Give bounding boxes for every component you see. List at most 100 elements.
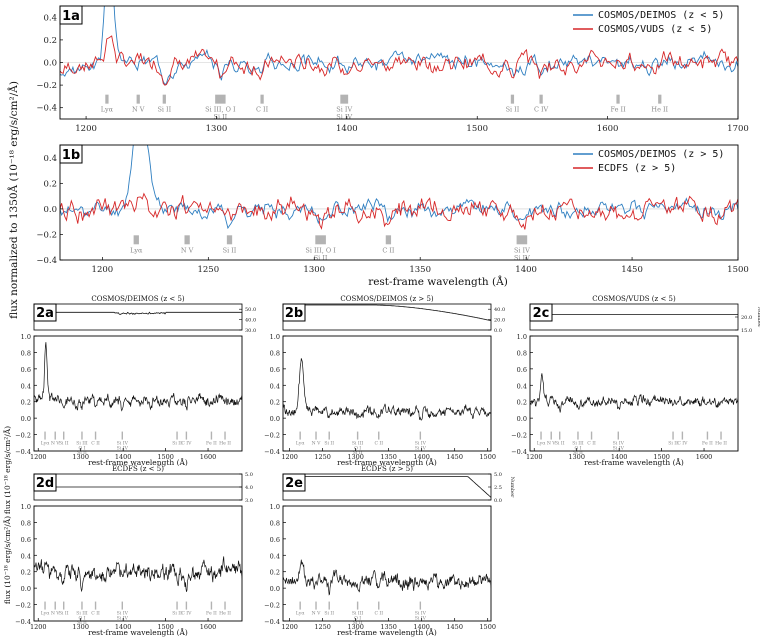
- y-tick-label-2b-1: −0.2: [264, 432, 280, 440]
- line-marker-1b-0: [133, 235, 139, 245]
- line-label-2d-9-0: He II: [219, 611, 231, 617]
- y-tick-label-1b-2: 0.0: [43, 205, 57, 215]
- x-tick-label-2b-6: 1500: [479, 453, 496, 461]
- line-marker-2a-8: [210, 431, 213, 440]
- count-tick-label-2d-0: 3.0: [245, 498, 253, 504]
- count-strip-2d: 3.0 4.0 5.0 ECDFS (z < 5): [33, 465, 253, 504]
- y-tick-label-2d-0: −0.4: [15, 618, 31, 626]
- y-tick-label-2c-2: 0.0: [517, 415, 527, 423]
- count-strip-2b: 0.0 20.0 40.0 COSMOS/DEIMOS (z > 5): [282, 295, 505, 334]
- x-tick-label-2e-5: 1450: [446, 623, 463, 631]
- panel-title-2c: COSMOS/VUDS (z < 5): [592, 295, 676, 303]
- series-line-2b-0: [283, 358, 491, 421]
- line-marker-1b-5: [516, 235, 528, 245]
- line-marker-2c-4: [590, 431, 593, 440]
- series-line-1a-1: [60, 35, 738, 86]
- axes-frame: [282, 335, 492, 452]
- line-marker-2a-0: [44, 431, 46, 440]
- line-label-1a-8-0: Fe II: [610, 106, 626, 114]
- line-label-2a-5-1: Si IV: [117, 445, 129, 451]
- count-tick-label-2c-0: 15.0: [741, 328, 752, 334]
- line-marker-2e-0: [299, 601, 301, 610]
- x-tick-label-2b-0: 1200: [281, 453, 298, 461]
- line-marker-2d-3: [81, 601, 83, 610]
- line-label-2e-2-0: Si II: [324, 611, 334, 617]
- count-tick-label-2a-2: 50.0: [245, 307, 256, 313]
- x-tick-label-1b-6: 1500: [727, 265, 749, 275]
- series-line-2a-0: [34, 342, 242, 412]
- x-tick-label-2e-2: 1300: [347, 623, 364, 631]
- line-marker-1a-7: [539, 94, 543, 104]
- count-tick-label-2e-2: 5.0: [494, 472, 502, 478]
- line-label-2d-5-0: Si IV: [117, 611, 129, 617]
- x-tick-label-2e-0: 1200: [281, 623, 298, 631]
- line-marker-2a-6: [176, 431, 178, 440]
- axes-frame: [282, 505, 492, 622]
- legend-entry-1b-1: ECDFS (z > 5): [598, 163, 676, 174]
- line-label-2d-3-0: Si III: [76, 611, 88, 617]
- line-marker-2b-4: [378, 431, 380, 440]
- x-tick-label-2e-4: 1400: [413, 623, 430, 631]
- y-tick-label-2a-2: 0.0: [21, 415, 31, 423]
- series-line-2e-0: [283, 559, 491, 596]
- y-tick-label-2b-0: −0.4: [264, 448, 280, 456]
- panel-title-2b: COSMOS/DEIMOS (z > 5): [340, 295, 434, 303]
- line-label-2b-3-1: O I: [354, 445, 361, 451]
- line-label-2c-1-0: N V: [547, 441, 556, 447]
- y-tick-label-1a-4: 0.4: [43, 13, 57, 23]
- x-tick-label-1b-3: 1350: [409, 265, 431, 275]
- line-label-2c-8-0: Fe II: [702, 441, 713, 447]
- y-tick-label-2d-6: 0.8: [21, 519, 31, 527]
- count-tick-label-2b-1: 20.0: [494, 318, 505, 324]
- x-tick-label-1b-2: 1300: [303, 265, 325, 275]
- line-label-1b-3-1: Si II: [314, 254, 328, 262]
- y-tick-label-1b-0: −0.4: [36, 256, 57, 266]
- count-tick-label-2e-0: 0.0: [494, 498, 502, 504]
- line-label-2e-3-2: Si II: [353, 620, 363, 626]
- count-tick-label-2b-2: 40.0: [494, 307, 505, 313]
- panel-tag-2d: 2d: [36, 476, 54, 491]
- x-axis-label-bottom-1: rest-frame wavelength (Å): [337, 458, 437, 467]
- line-label-1b-4-0: C II: [382, 246, 395, 254]
- x-tick-label-1b-4: 1400: [515, 265, 537, 275]
- y-tick-label-2b-7: 1.0: [270, 333, 280, 341]
- panel-tag-2a: 2a: [36, 306, 54, 321]
- y-tick-label-2d-4: 0.4: [21, 552, 31, 560]
- line-marker-1a-6: [510, 94, 515, 104]
- y-tick-label-2d-3: 0.2: [21, 569, 31, 577]
- x-tick-label-2b-4: 1400: [413, 453, 430, 461]
- x-tick-label-2b-2: 1300: [347, 453, 364, 461]
- line-label-1b-0-0: Lyα: [130, 246, 143, 254]
- y-tick-label-2d-5: 0.6: [21, 536, 31, 544]
- line-label-2a-2-0: Si II: [59, 441, 69, 447]
- line-marker-1b-1: [184, 235, 190, 245]
- x-tick-label-2c-3: 1500: [653, 453, 670, 461]
- line-label-2d-2-0: Si II: [59, 611, 69, 617]
- line-marker-1b-3: [315, 235, 326, 245]
- line-marker-1a-8: [616, 94, 620, 104]
- line-label-2a-4-0: C II: [91, 441, 100, 447]
- line-marker-2d-4: [94, 601, 97, 610]
- x-axis-label-bottom-3: rest-frame wavelength (Å): [88, 628, 188, 637]
- line-label-1b-1-0: N V: [181, 246, 194, 254]
- count-tick-label-2d-2: 5.0: [245, 472, 253, 478]
- line-label-2e-3-0: Si III: [352, 611, 364, 617]
- line-label-2b-0-0: Lyα: [296, 441, 305, 447]
- line-marker-2b-2: [328, 431, 330, 440]
- x-tick-label-2a-1: 1300: [72, 453, 89, 461]
- line-label-2d-1-0: N V: [51, 611, 60, 617]
- line-label-2c-0-0: Lyα: [537, 441, 546, 447]
- count-tick-label-2a-0: 30.0: [245, 328, 256, 334]
- y-tick-label-2b-2: 0.0: [270, 415, 280, 423]
- line-label-2a-3-0: Si III: [76, 441, 88, 447]
- line-label-2c-3-1: O I: [574, 445, 581, 451]
- legend-entry-1b-0: COSMOS/DEIMOS (z > 5): [598, 149, 724, 160]
- line-label-1a-3-1: Si II: [214, 113, 228, 121]
- y-tick-label-1b-4: 0.4: [43, 154, 57, 164]
- line-label-2b-3-0: Si III: [352, 441, 364, 447]
- line-label-2b-5-0: Si IV: [415, 441, 427, 447]
- panel-title-2a: COSMOS/DEIMOS (z < 5): [91, 295, 185, 303]
- line-marker-2c-3: [577, 431, 579, 440]
- count-line: [283, 304, 492, 321]
